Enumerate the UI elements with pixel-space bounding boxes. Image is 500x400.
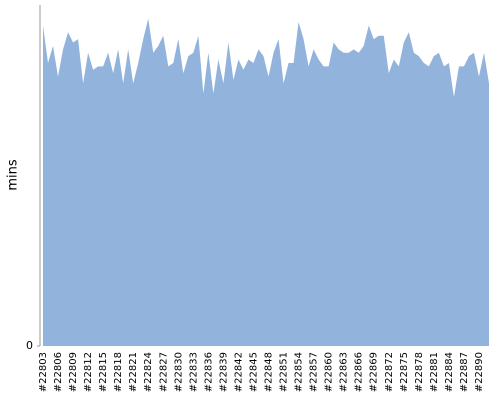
x-tick-label: #22827 <box>158 352 169 392</box>
y-axis-label: mins <box>6 159 21 191</box>
area <box>43 18 489 346</box>
x-tick-label: #22836 <box>203 352 214 392</box>
x-tick-label: #22842 <box>233 352 244 392</box>
x-tick-label: #22860 <box>324 352 335 392</box>
x-tick-label: #22809 <box>68 352 79 392</box>
x-tick-label: #22884 <box>444 352 455 392</box>
x-tick-label: #22833 <box>188 352 199 392</box>
x-tick-label: #22875 <box>399 352 410 392</box>
x-tick-label: #22854 <box>294 352 305 392</box>
x-tick-label: #22881 <box>429 352 440 392</box>
x-tick-label: #22803 <box>38 352 49 392</box>
x-tick-label: #22857 <box>309 352 320 392</box>
x-tick-label: #22890 <box>474 352 485 392</box>
y-tick-label: 0 <box>26 339 33 352</box>
x-tick-label: #22863 <box>339 352 350 392</box>
x-tick-label: #22815 <box>98 352 109 392</box>
x-tick-label: #22848 <box>264 352 275 392</box>
x-tick-label: #22818 <box>113 352 124 392</box>
x-tick-label: #22872 <box>384 352 395 392</box>
x-tick-label: #22845 <box>248 352 259 392</box>
x-tick-label: #22878 <box>414 352 425 392</box>
x-tick-label: #22824 <box>143 352 154 392</box>
x-tick-label: #22812 <box>83 352 94 392</box>
x-tick-label: #22869 <box>369 352 380 392</box>
x-tick-label: #22866 <box>354 352 365 392</box>
x-tick-label: #22887 <box>459 352 470 392</box>
x-tick-label: #22830 <box>173 352 184 392</box>
x-tick-label: #22839 <box>218 352 229 392</box>
x-tick-label: #22806 <box>53 352 64 392</box>
x-tick-label: #22821 <box>128 352 139 392</box>
x-tick-label: #22851 <box>279 352 290 392</box>
